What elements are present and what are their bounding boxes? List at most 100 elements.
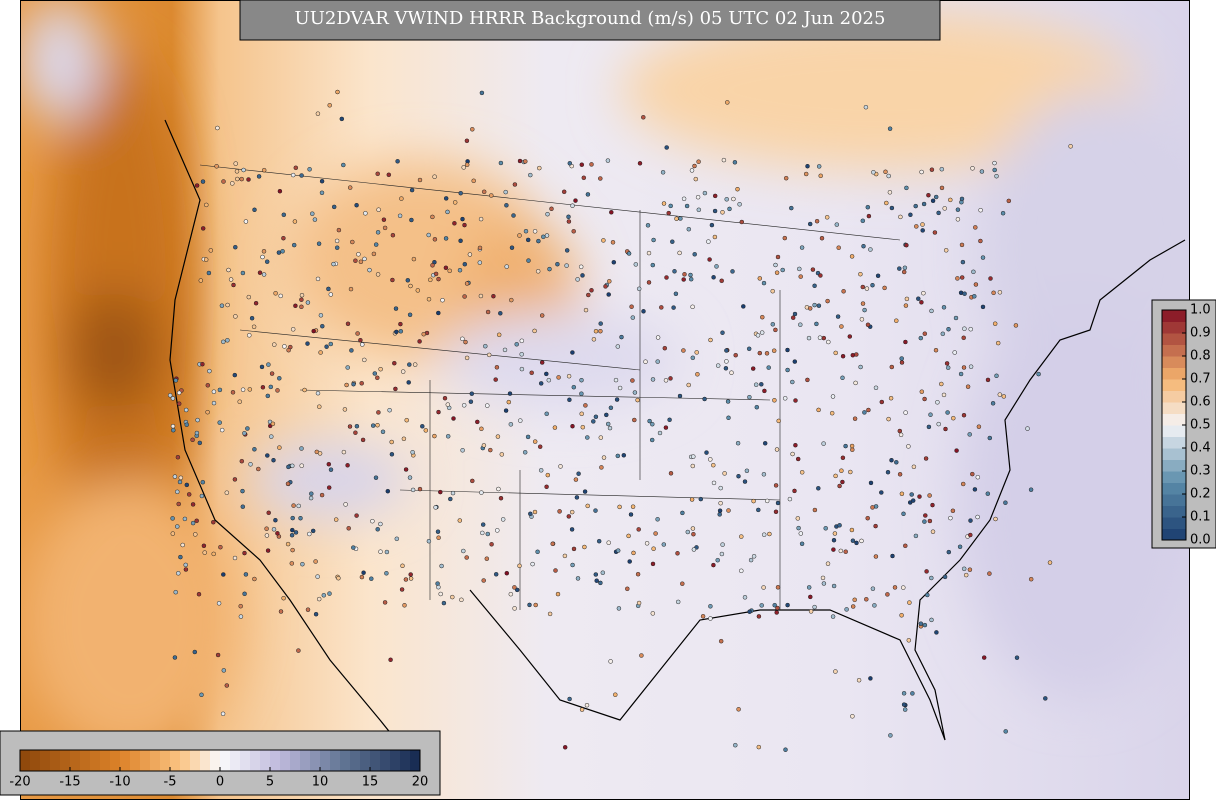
observation [873, 523, 878, 529]
observation [261, 167, 267, 173]
observation [829, 410, 835, 416]
observation [290, 527, 295, 533]
observation [256, 174, 262, 179]
observation [277, 445, 282, 450]
observation [668, 203, 673, 209]
observation [976, 424, 982, 429]
observation [561, 189, 567, 195]
observation [649, 437, 655, 443]
observation [826, 339, 831, 345]
observation [724, 348, 729, 353]
observation [933, 194, 939, 200]
title-box [239, 0, 941, 41]
observation [930, 198, 936, 204]
observation [224, 490, 230, 495]
observation [544, 371, 549, 377]
observation [403, 577, 409, 582]
observation [233, 314, 238, 319]
observation [735, 440, 741, 446]
observation [336, 575, 341, 581]
observation [598, 328, 603, 334]
observation [271, 457, 276, 463]
observation [417, 486, 423, 492]
observation [544, 233, 550, 238]
map-area [20, 0, 1190, 800]
observation [458, 190, 463, 196]
observation [961, 412, 967, 418]
observation [299, 173, 304, 178]
observation [985, 377, 991, 383]
observation [479, 490, 484, 495]
observation [992, 167, 997, 173]
observation [393, 386, 398, 392]
observation [892, 585, 898, 590]
observation [194, 183, 200, 188]
colorbar-segment [1162, 390, 1186, 403]
obs-colorbar: 0.0 0.1 0.2 0.3 0.4 0.5 0.6 0.7 0.8 0.9 1.0 [1161, 303, 1211, 548]
observation [808, 609, 814, 614]
observation [717, 508, 723, 513]
observation [759, 603, 764, 608]
observation [675, 599, 681, 605]
observation [239, 458, 245, 464]
observation [378, 549, 383, 554]
observation [398, 321, 403, 327]
observation [681, 196, 687, 202]
observation [932, 230, 938, 235]
observation [462, 261, 468, 267]
observation [604, 412, 609, 418]
observation [438, 489, 443, 495]
observation [426, 232, 431, 238]
observation [485, 309, 491, 315]
observation [436, 535, 441, 540]
observation [748, 557, 754, 563]
observation [903, 410, 908, 415]
observation [372, 371, 378, 376]
observation [245, 426, 250, 431]
observation [218, 544, 223, 550]
observation [929, 167, 935, 172]
observation [929, 575, 934, 581]
observation [885, 469, 891, 475]
observation [407, 475, 413, 480]
observation [707, 257, 712, 262]
colorbar-segment [310, 750, 321, 771]
observation [690, 304, 695, 310]
observation [760, 314, 765, 320]
observation [390, 277, 395, 283]
observation [485, 531, 491, 537]
observation [238, 614, 244, 619]
observation [358, 259, 364, 265]
colorbar-segment [1162, 448, 1186, 460]
observation [680, 510, 685, 516]
observation [951, 415, 956, 421]
observation [538, 381, 544, 386]
observation [392, 360, 397, 366]
observation [849, 527, 855, 533]
observation [539, 360, 545, 365]
observation [858, 271, 863, 277]
observation [775, 254, 781, 260]
observation [567, 696, 572, 702]
observation [1043, 696, 1048, 701]
observation [806, 585, 812, 590]
observation [248, 462, 253, 467]
observation [327, 591, 332, 596]
colorbar-segment [60, 750, 71, 771]
observation [741, 304, 746, 309]
observation [481, 189, 487, 195]
colorbar-tick-label: 0.3 [1190, 464, 1211, 479]
colorbar-tick-label: 0.0 [1190, 533, 1211, 548]
observation [772, 398, 777, 403]
observation [903, 543, 908, 549]
observation [882, 285, 887, 291]
observation [464, 138, 470, 144]
observation [916, 296, 921, 301]
observation [351, 545, 356, 550]
observation [170, 423, 176, 429]
observation [993, 516, 998, 522]
observation [484, 556, 490, 561]
observation [866, 213, 872, 219]
observation [925, 592, 930, 598]
observation [585, 435, 590, 440]
